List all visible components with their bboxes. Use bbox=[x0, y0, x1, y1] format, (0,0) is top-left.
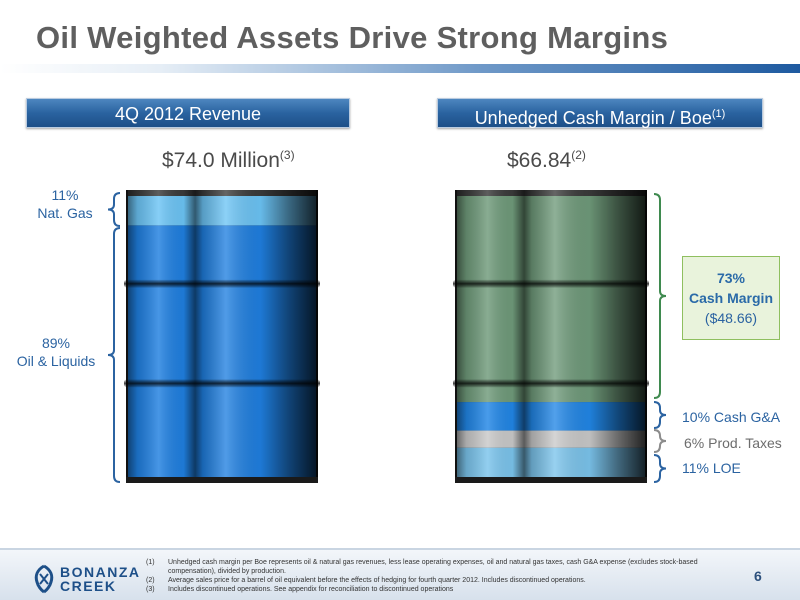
bonanza-creek-logo: BONANZA CREEK bbox=[32, 564, 139, 594]
nat-gas-name: Nat. Gas bbox=[37, 205, 93, 221]
footnote: (2) Average sales price for a barrel of … bbox=[146, 576, 706, 585]
revenue-header: 4Q 2012 Revenue bbox=[26, 98, 350, 128]
revenue-total-value: $74.0 Million bbox=[162, 149, 280, 172]
barrel-rim bbox=[455, 477, 647, 483]
cash-ga-pct: 10% bbox=[682, 409, 711, 425]
barrel-rim bbox=[126, 477, 318, 483]
nat-gas-label: 11% Nat. Gas bbox=[20, 186, 110, 222]
cash-margin-header-note: (1) bbox=[711, 108, 726, 120]
bonanza-creek-logo-icon bbox=[34, 564, 54, 594]
logo-line1: BONANZA bbox=[60, 564, 141, 580]
cash-margin-bracket bbox=[653, 193, 667, 399]
revenue-barrel bbox=[124, 190, 320, 483]
loe-name: LOE bbox=[712, 460, 741, 476]
logo-line2: CREEK bbox=[60, 578, 117, 594]
cash-margin-pct: 73% bbox=[716, 270, 746, 286]
prod-tax-pct: 6% bbox=[684, 435, 705, 451]
boe-price: $66.84(2) bbox=[507, 148, 586, 173]
cash-margin-callout: 73% Cash Margin ($48.66) bbox=[682, 256, 780, 340]
footnote-text: Average sales price for a barrel of oil … bbox=[168, 577, 586, 584]
footnote-number: (2) bbox=[146, 577, 155, 584]
loe-label: 11% LOE bbox=[682, 459, 741, 477]
loe-bracket bbox=[653, 454, 667, 483]
boe-price-note: (2) bbox=[571, 148, 586, 162]
loe-pct: 11% bbox=[682, 460, 709, 476]
oil-liquids-bracket bbox=[107, 227, 121, 483]
segment-brackets bbox=[107, 192, 667, 483]
title-rule bbox=[0, 64, 800, 73]
cash-margin-header-text: Unhedged Cash Margin / Boe bbox=[474, 108, 712, 128]
barrel-hoop bbox=[453, 379, 649, 388]
nat-gas-pct: 11% bbox=[51, 187, 79, 203]
cash-margin-amount: ($48.66) bbox=[704, 310, 758, 326]
footnote-number: (3) bbox=[146, 586, 155, 593]
cash-margin-header: Unhedged Cash Margin / Boe(1) bbox=[437, 98, 763, 128]
boe-price-value: $66.84 bbox=[507, 149, 572, 172]
barrel-shading bbox=[455, 190, 647, 483]
barrel-shading bbox=[126, 190, 318, 483]
footer: BONANZA CREEK (1) Unhedged cash margin p… bbox=[0, 548, 800, 600]
footnotes: (1) Unhedged cash margin per Boe represe… bbox=[146, 558, 706, 594]
logo-text: BONANZA CREEK bbox=[60, 565, 141, 593]
cash-ga-name: Cash G&A bbox=[713, 409, 781, 425]
prod-tax-label: 6% Prod. Taxes bbox=[684, 434, 782, 452]
footnote-text: Unhedged cash margin per Boe represents … bbox=[168, 559, 698, 575]
prod-tax-bracket bbox=[653, 429, 667, 453]
footnote: (3) Includes discontinued operations. Se… bbox=[146, 585, 706, 594]
revenue-header-text: 4Q 2012 Revenue bbox=[114, 104, 262, 124]
barrel-hoop bbox=[124, 279, 320, 288]
page-number: 6 bbox=[754, 568, 762, 584]
cash-ga-bracket bbox=[653, 401, 667, 429]
barrel-hoop bbox=[124, 379, 320, 388]
prod-tax-name: Prod. Taxes bbox=[708, 435, 782, 451]
footnote-text: Includes discontinued operations. See ap… bbox=[168, 586, 454, 593]
footnote: (1) Unhedged cash margin per Boe represe… bbox=[146, 558, 706, 576]
oil-liquids-label: 89% Oil & Liquids bbox=[6, 334, 106, 370]
oil-liquids-name: Oil & Liquids bbox=[16, 353, 96, 369]
page-title: Oil Weighted Assets Drive Strong Margins bbox=[36, 20, 669, 55]
oil-liquids-pct: 89% bbox=[41, 335, 71, 351]
footnote-number: (1) bbox=[146, 559, 155, 566]
cash-margin-name: Cash Margin bbox=[688, 290, 773, 306]
cash-ga-label: 10% Cash G&A bbox=[682, 408, 780, 426]
revenue-total-note: (3) bbox=[279, 148, 295, 162]
nat-gas-bracket bbox=[107, 192, 121, 227]
revenue-total: $74.0 Million(3) bbox=[162, 148, 295, 173]
cash-margin-barrel bbox=[453, 190, 649, 483]
barrel-hoop bbox=[453, 279, 649, 288]
